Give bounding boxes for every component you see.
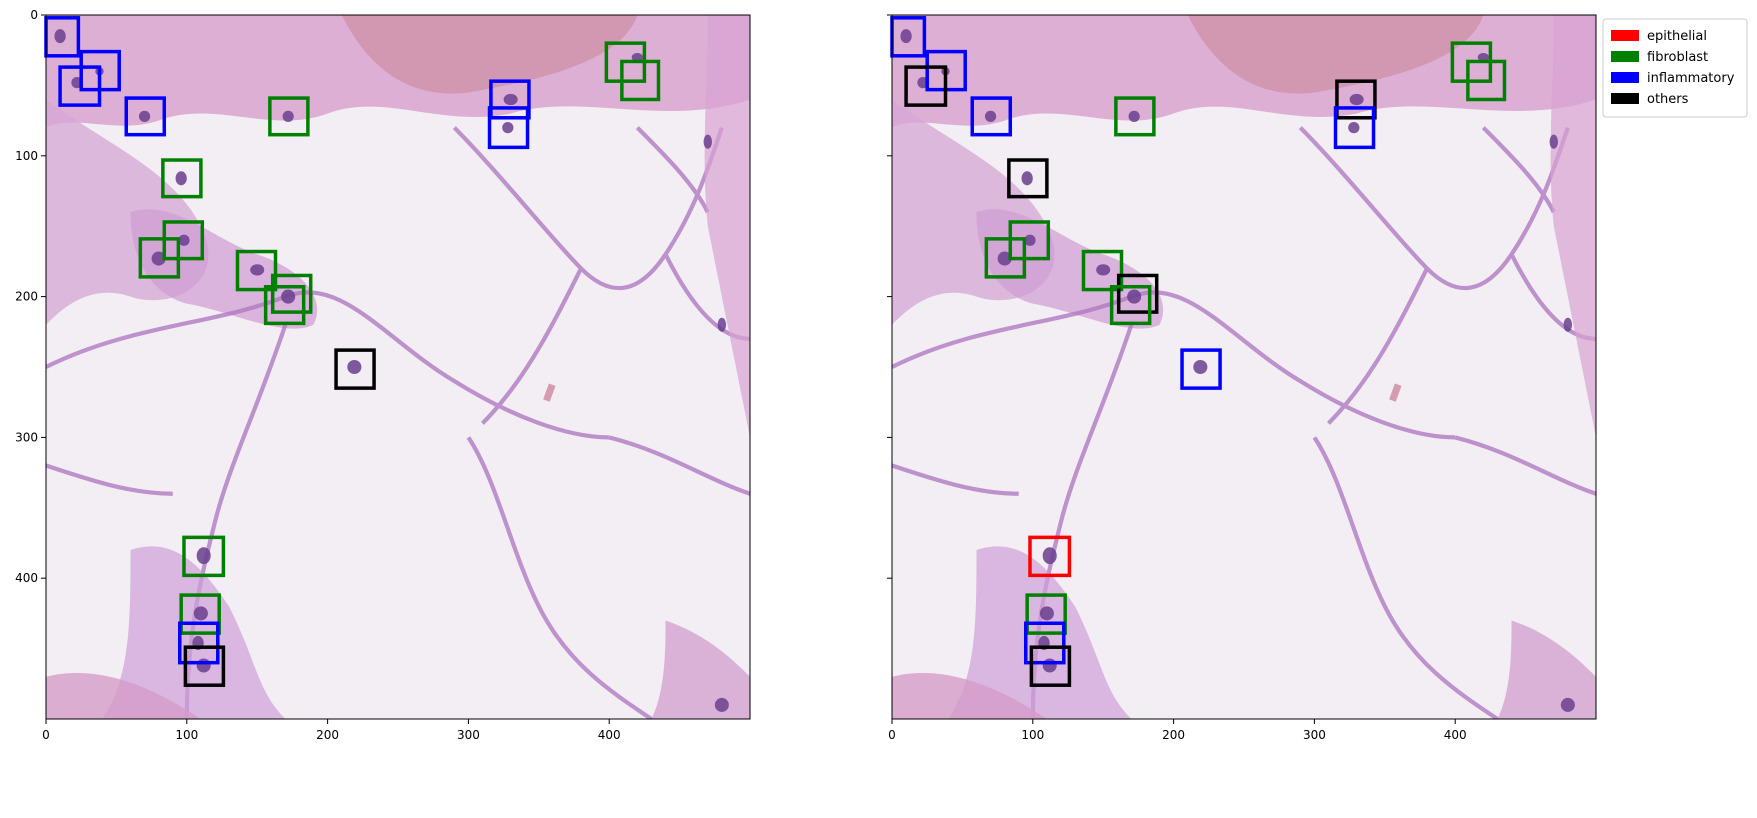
x-tick-label: 0 [42, 728, 50, 742]
x-tick-label: 400 [1444, 728, 1467, 742]
bbox-fibroblast [138, 237, 181, 279]
bbox-others [1007, 158, 1049, 199]
bbox-inflammatory [489, 79, 531, 120]
bbox-fibroblast [1109, 284, 1152, 326]
bbox-fibroblast [1114, 96, 1156, 137]
bbox-fibroblast [161, 158, 203, 199]
bbox-others [1116, 273, 1159, 314]
legend-label-epithelial: epithelial [1647, 29, 1707, 44]
legend-swatch-others [1611, 93, 1639, 104]
bbox-others [1029, 645, 1072, 687]
panel-right: 0 100 200 300 400 [887, 14, 1597, 742]
x-tick-label: 200 [1162, 728, 1185, 742]
bbox-fibroblast [1081, 249, 1124, 292]
x-tick-label: 100 [1021, 728, 1044, 742]
y-tick-label: 100 [15, 149, 38, 163]
y-tick-label: 300 [15, 430, 38, 444]
y-tick-label: 400 [15, 571, 38, 585]
bbox-fibroblast [268, 96, 310, 137]
bbox-fibroblast [235, 249, 278, 292]
bbox-inflammatory [487, 106, 530, 150]
legend-swatch-epithelial [1611, 30, 1639, 41]
x-tick-label: 100 [175, 728, 198, 742]
x-tick-label: 200 [316, 728, 339, 742]
bbox-inflammatory [58, 65, 102, 107]
legend-frame [1602, 18, 1748, 118]
bbox-fibroblast [270, 273, 313, 314]
bbox-others [334, 348, 376, 390]
tissue-image [892, 15, 1596, 719]
tissue-image [46, 15, 750, 719]
bbox-fibroblast [984, 237, 1027, 279]
bbox-epithelial [1028, 535, 1072, 578]
bbox-inflammatory [178, 621, 220, 665]
bbox-fibroblast [1025, 593, 1067, 635]
bbox-fibroblast [620, 59, 661, 102]
x-tick-label: 300 [1303, 728, 1326, 742]
x-tick-label: 300 [457, 728, 480, 742]
bbox-inflammatory [1024, 621, 1066, 665]
bbox-inflammatory [1333, 106, 1376, 150]
bbox-fibroblast [179, 593, 221, 635]
bbox-inflammatory [1180, 348, 1222, 390]
legend-swatch-fibroblast [1611, 51, 1639, 62]
bbox-inflammatory [970, 96, 1013, 137]
axes-frame [891, 14, 1597, 720]
panel-left: 0 100 200 300 400 0 100 200 300 400 [15, 8, 751, 742]
x-tick-label: 0 [888, 728, 896, 742]
legend-label-inflammatory: inflammatory [1647, 71, 1735, 86]
legend-label-others: others [1647, 92, 1689, 107]
bbox-fibroblast [182, 535, 226, 578]
y-tick-label: 200 [15, 290, 38, 304]
y-tick-label: 0 [30, 8, 38, 22]
bbox-others [183, 645, 226, 687]
bbox-others [1335, 79, 1377, 120]
legend: epithelial fibroblast inflammatory others [1602, 18, 1748, 118]
legend-label-fibroblast: fibroblast [1647, 50, 1708, 65]
axes-frame [45, 14, 751, 720]
bbox-fibroblast [263, 284, 306, 326]
bbox-fibroblast [1466, 59, 1507, 102]
bbox-others [904, 65, 948, 107]
bbox-inflammatory [124, 96, 167, 137]
legend-swatch-inflammatory [1611, 72, 1639, 83]
x-tick-label: 400 [598, 728, 621, 742]
